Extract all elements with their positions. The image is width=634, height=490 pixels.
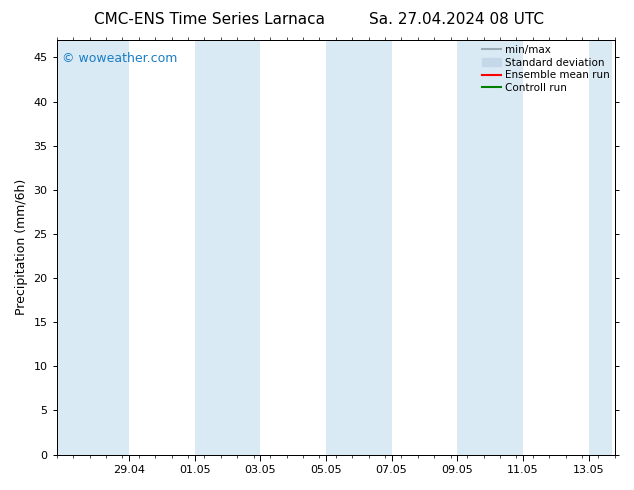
Text: CMC-ENS Time Series Larnaca: CMC-ENS Time Series Larnaca	[94, 12, 325, 27]
Bar	[588, 40, 612, 455]
Bar	[56, 40, 129, 455]
Bar	[457, 40, 523, 455]
Text: © woweather.com: © woweather.com	[62, 52, 178, 65]
Bar	[195, 40, 261, 455]
Bar	[326, 40, 392, 455]
Text: Sa. 27.04.2024 08 UTC: Sa. 27.04.2024 08 UTC	[369, 12, 544, 27]
Legend: min/max, Standard deviation, Ensemble mean run, Controll run: min/max, Standard deviation, Ensemble me…	[480, 43, 612, 95]
Y-axis label: Precipitation (mm/6h): Precipitation (mm/6h)	[15, 179, 28, 316]
